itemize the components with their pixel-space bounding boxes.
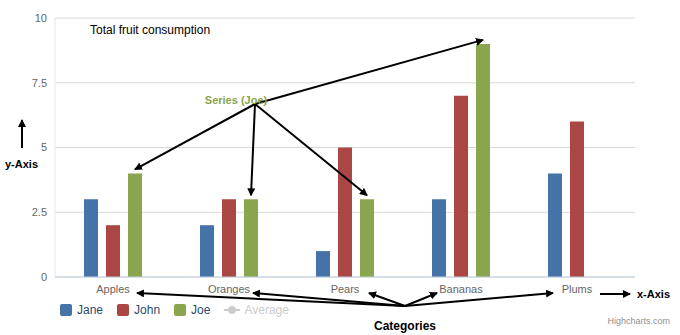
html-text:Average: Average [244, 303, 289, 317]
svg-text:y-Axis: y-Axis [8, 158, 38, 170]
html-text:Joe: Joe [191, 303, 211, 317]
html-text:Total fruit consumption: Total fruit consumption [90, 23, 211, 37]
svg-text:10: 10 [35, 12, 47, 24]
svg-text:2.5: 2.5 [32, 206, 47, 218]
svg-text:Categories: Categories [374, 319, 436, 333]
svg-text:Apples: Apples [96, 283, 130, 295]
svg-text:Bananas: Bananas [439, 283, 483, 295]
html-text:Jane: Jane [77, 303, 103, 317]
svg-text:Plums: Plums [562, 283, 593, 295]
svg-text:0: 0 [41, 271, 47, 283]
svg-text:Series (Joe): Series (Joe) [205, 94, 268, 106]
svg-text:7.5: 7.5 [32, 77, 47, 89]
svg-text:5: 5 [41, 141, 47, 153]
svg-text:x-Axis: x-Axis [637, 288, 670, 300]
svg-text:Oranges: Oranges [208, 283, 251, 295]
html-text:Highcharts.com: Highcharts.com [607, 316, 670, 326]
html-text:John: John [134, 303, 161, 317]
svg-text:Pears: Pears [331, 283, 360, 295]
